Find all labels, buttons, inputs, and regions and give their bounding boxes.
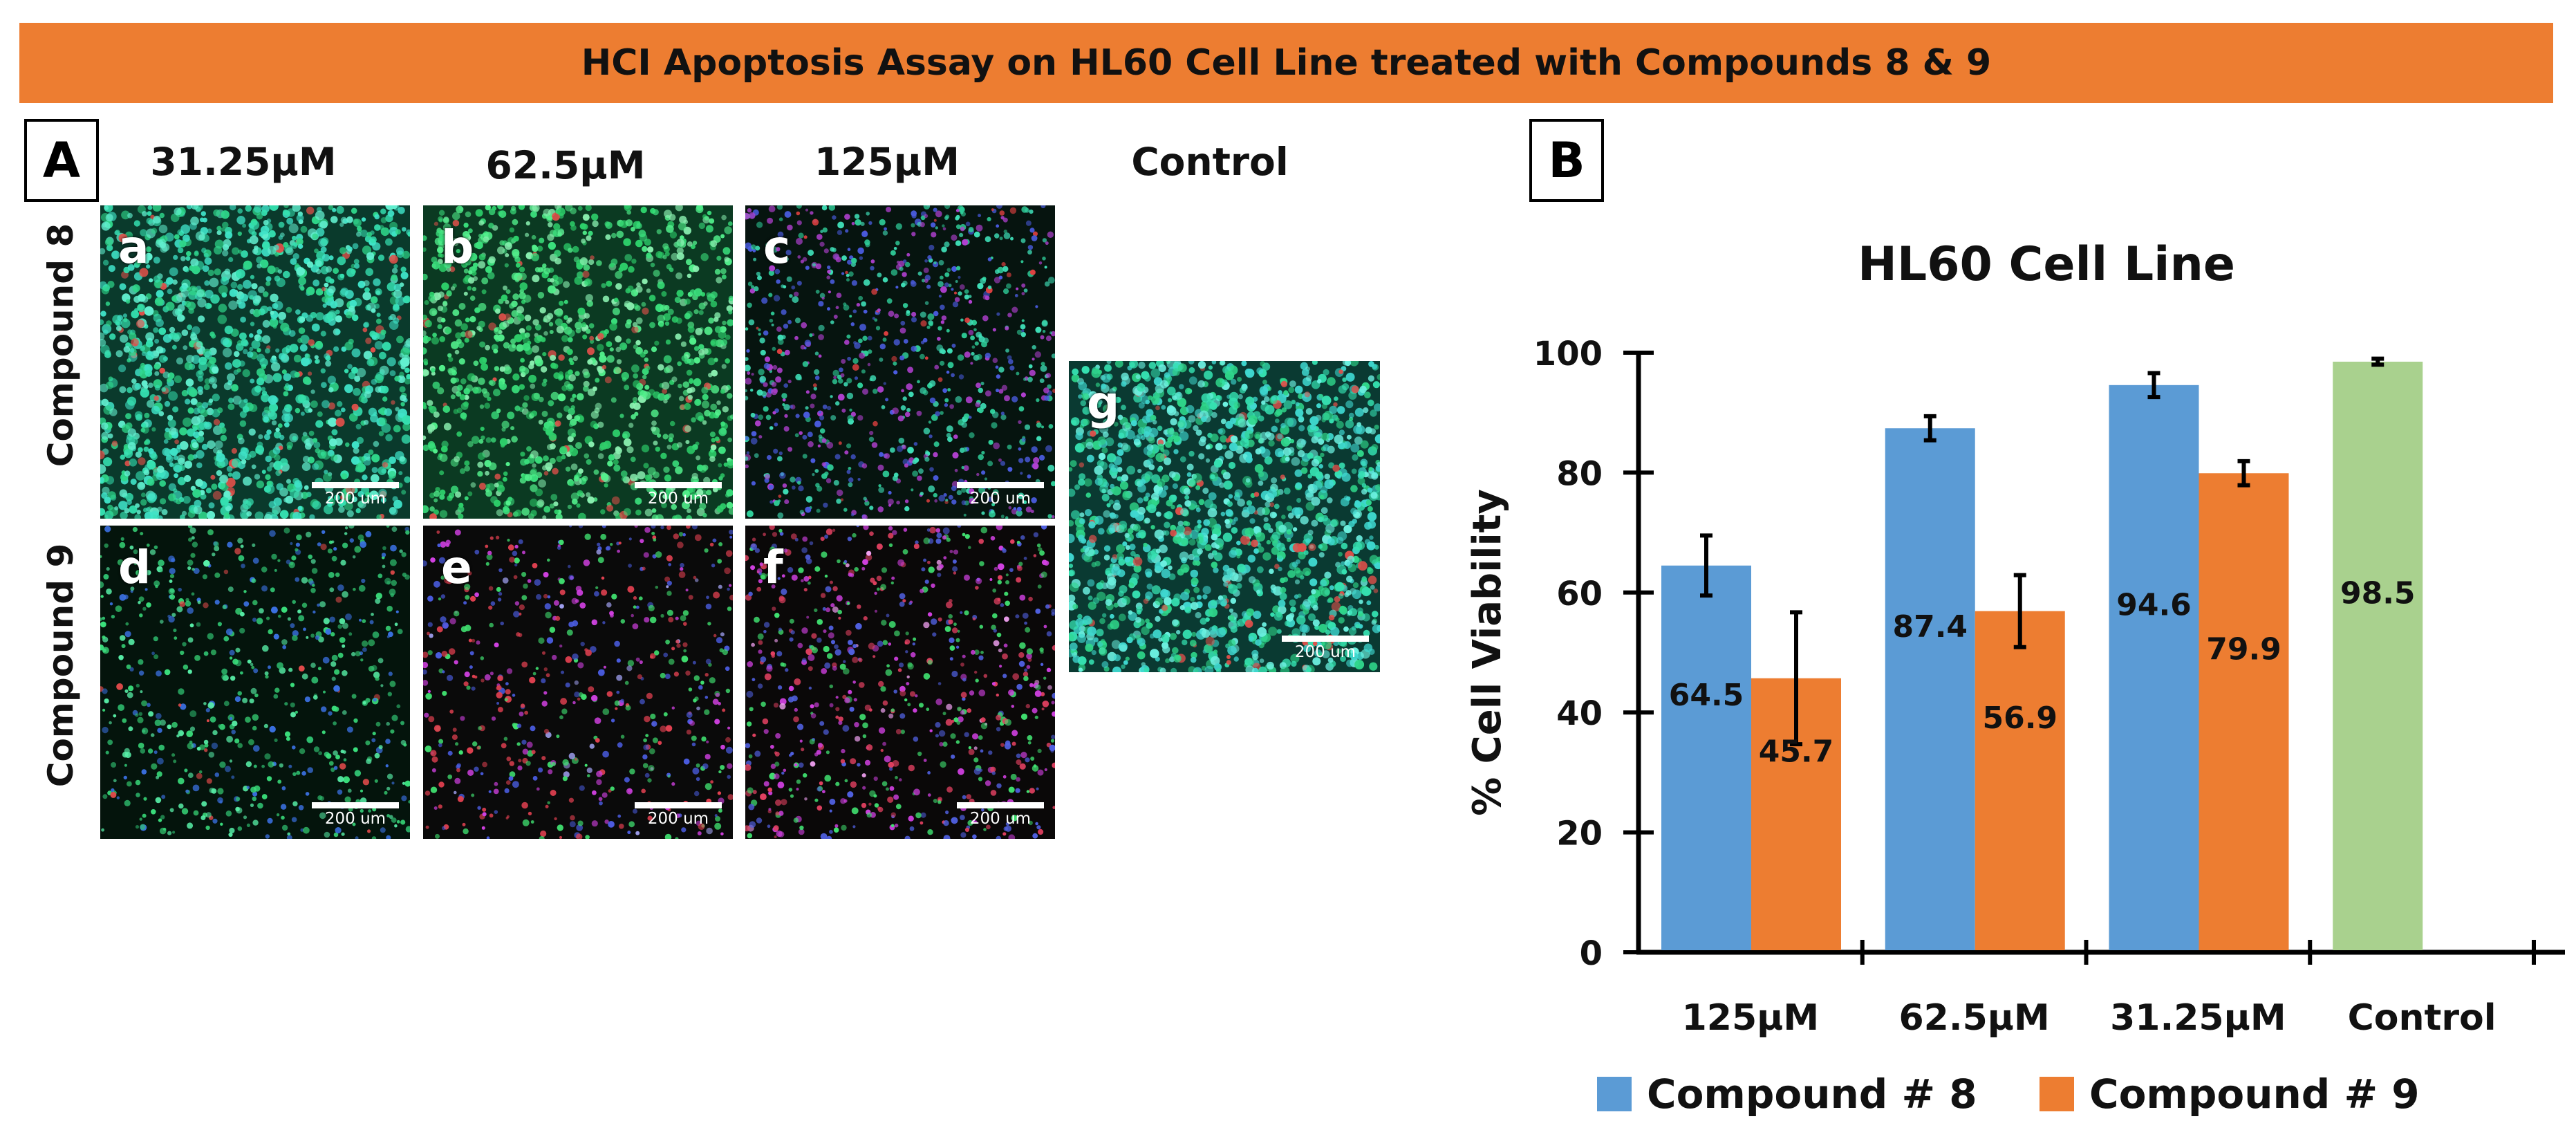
data-label: 94.6	[2116, 588, 2192, 623]
column-header-125: 125μM	[814, 140, 960, 184]
column-header-62-5: 62.5μM	[485, 143, 646, 187]
micrograph-letter: b	[441, 221, 474, 274]
micrograph-b: b 200 um	[423, 205, 733, 519]
legend-swatch-compound-8	[1597, 1077, 1632, 1111]
legend-label-compound-9: Compound # 9	[2089, 1071, 2420, 1118]
panel-b-label: B	[1529, 119, 1604, 202]
viability-bar-chart: HL60 Cell Line % Cell Viability 0 20 40 60 80 1…	[1465, 237, 2565, 1039]
micrograph-texture	[745, 526, 1055, 839]
figure-title: HCI Apoptosis Assay on HL60 Cell Line tr…	[581, 42, 1992, 84]
micrograph-texture	[745, 205, 1055, 519]
x-category-label: 31.25μM	[2110, 997, 2286, 1039]
legend-swatch-compound-9	[2040, 1077, 2074, 1111]
scale-bar: 200 um	[312, 802, 399, 828]
y-tick-label: 0	[1580, 934, 1603, 973]
micrograph-g: g 200 um	[1069, 361, 1380, 672]
figure-banner: HCI Apoptosis Assay on HL60 Cell Line tr…	[19, 23, 2553, 103]
scale-bar: 200 um	[957, 802, 1044, 828]
micrograph-a: a 200 um	[100, 205, 410, 519]
legend-compound-9: Compound # 9	[2040, 1071, 2420, 1118]
row-header-compound-9: Compound 9	[41, 543, 81, 788]
y-axis-label: % Cell Viability	[1465, 489, 1510, 816]
micrograph-letter: c	[763, 221, 791, 274]
scale-bar: 200 um	[635, 482, 722, 508]
y-tick-label: 100	[1533, 335, 1603, 373]
bar-compound-9-1	[1975, 611, 2065, 950]
micrograph-texture	[100, 526, 410, 839]
chart-title: HL60 Cell Line	[1858, 237, 2235, 292]
bar-control-3	[2333, 362, 2423, 950]
bar-compound-8-0	[1661, 565, 1751, 950]
micrograph-e: e 200 um	[423, 526, 733, 839]
data-label: 56.9	[1982, 701, 2057, 736]
legend-label-compound-8: Compound # 8	[1647, 1071, 1977, 1118]
data-label: 45.7	[1759, 734, 1834, 770]
bar-compound-8-2	[2109, 385, 2199, 950]
micrograph-letter: d	[118, 541, 151, 594]
micrograph-c: c 200 um	[745, 205, 1055, 519]
column-header-control: Control	[1131, 140, 1289, 184]
micrograph-texture	[100, 205, 410, 519]
micrograph-texture	[1069, 361, 1380, 672]
micrograph-texture	[423, 526, 733, 839]
y-tick-label: 60	[1556, 575, 1603, 613]
bar-compound-8-1	[1885, 428, 1975, 950]
y-tick-label: 80	[1556, 454, 1603, 493]
row-header-compound-8: Compound 8	[41, 223, 81, 467]
data-label: 87.4	[1892, 609, 1968, 645]
data-label: 64.5	[1669, 678, 1744, 713]
y-tick-label: 40	[1556, 694, 1603, 733]
scale-bar: 200 um	[312, 482, 399, 508]
bar-compound-9-2	[2199, 473, 2289, 950]
micrograph-letter: e	[441, 541, 472, 594]
micrograph-d: d 200 um	[100, 526, 410, 839]
panel-a-label: A	[24, 119, 99, 202]
x-category-label: 62.5μM	[1898, 997, 2049, 1039]
x-category-label: 125μM	[1682, 997, 1820, 1039]
column-header-31-25: 31.25μM	[150, 140, 337, 184]
micrograph-f: f 200 um	[745, 526, 1055, 839]
scale-bar: 200 um	[1282, 636, 1369, 661]
micrograph-letter: g	[1087, 376, 1120, 429]
data-label: 98.5	[2340, 576, 2416, 611]
micrograph-texture	[423, 205, 733, 519]
micrograph-letter: f	[763, 541, 783, 594]
scale-bar: 200 um	[635, 802, 722, 828]
y-tick-label: 20	[1556, 815, 1603, 853]
x-category-label: Control	[2348, 997, 2496, 1039]
data-label: 79.9	[2206, 631, 2281, 667]
scale-bar: 200 um	[957, 482, 1044, 508]
micrograph-letter: a	[118, 221, 149, 274]
legend-compound-8: Compound # 8	[1597, 1071, 1977, 1118]
